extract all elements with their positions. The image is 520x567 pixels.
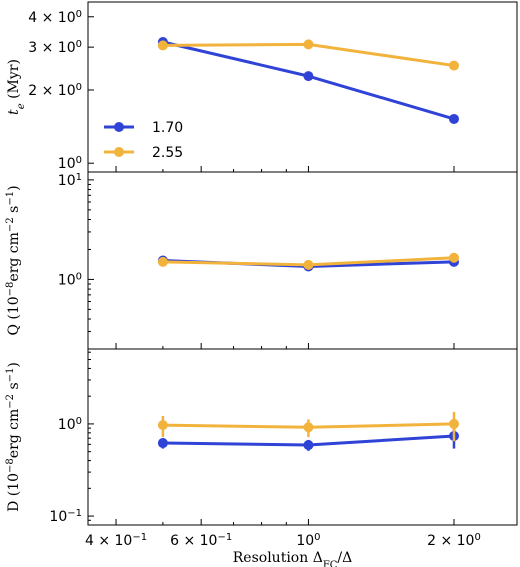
data-point [157, 420, 168, 431]
panel-frame [87, 348, 518, 526]
legend-label: 1.70 [152, 120, 183, 136]
series-255-te [157, 39, 459, 71]
y-axis-label: D (10−8erg cm−2 s−1) [5, 362, 23, 512]
y-tick-label: 2 × 100 [28, 81, 82, 99]
legend-entry-series-170: 1.70 [104, 120, 183, 136]
legend: 1.70 2.55 [104, 120, 183, 161]
y-tick-label: 10−1 [49, 508, 82, 526]
legend-label: 2.55 [152, 145, 183, 161]
legend-entry-series-255: 2.55 [104, 145, 183, 161]
y-tick-label: 101 [58, 171, 82, 189]
y-tick-label: 3 × 100 [28, 39, 82, 57]
series-255-D [157, 411, 459, 442]
x-tick-label: 4 × 10−1 [85, 532, 147, 550]
data-point [303, 440, 314, 451]
panel-Q: 100 101 Q (10−8erg cm−2 s−1) [5, 171, 518, 350]
legend-marker [114, 122, 124, 132]
series-255-Q [157, 252, 459, 270]
x-tick-label: 6 × 10−1 [170, 532, 232, 550]
x-tick-label: 2 × 100 [427, 532, 481, 550]
x-axis-label: Resolution ΔFC/Δ [233, 550, 352, 567]
y-axis-label: Q (10−8erg cm−2 s−1) [5, 185, 23, 335]
y-axis-label: te (Myr) [6, 59, 27, 115]
y-tick-label: 100 [58, 415, 82, 433]
x-axis: 4 × 10−1 6 × 10−1 100 2 × 100 Resolution ΔFC… [85, 532, 481, 567]
data-point [448, 252, 459, 263]
y-tick-label: 4 × 100 [28, 8, 82, 26]
data-point [303, 422, 314, 433]
data-point [448, 418, 459, 429]
x-tick-label: 100 [296, 532, 320, 550]
data-point [448, 113, 459, 124]
data-point [303, 259, 314, 270]
data-point [448, 60, 459, 71]
legend-marker [114, 147, 124, 157]
data-point [303, 71, 314, 82]
y-tick-label: 100 [58, 155, 82, 173]
data-point [303, 39, 314, 50]
data-point [157, 438, 168, 449]
panel-D: 10−1 100 D (10−8erg cm−2 s−1) [5, 348, 518, 526]
data-point [157, 40, 168, 51]
panel-te: 100 2 × 100 3 × 100 4 × 100 te (Myr) [6, 1, 518, 173]
series-170-te [157, 36, 459, 124]
data-point [157, 256, 168, 267]
y-tick-label: 100 [58, 271, 82, 289]
